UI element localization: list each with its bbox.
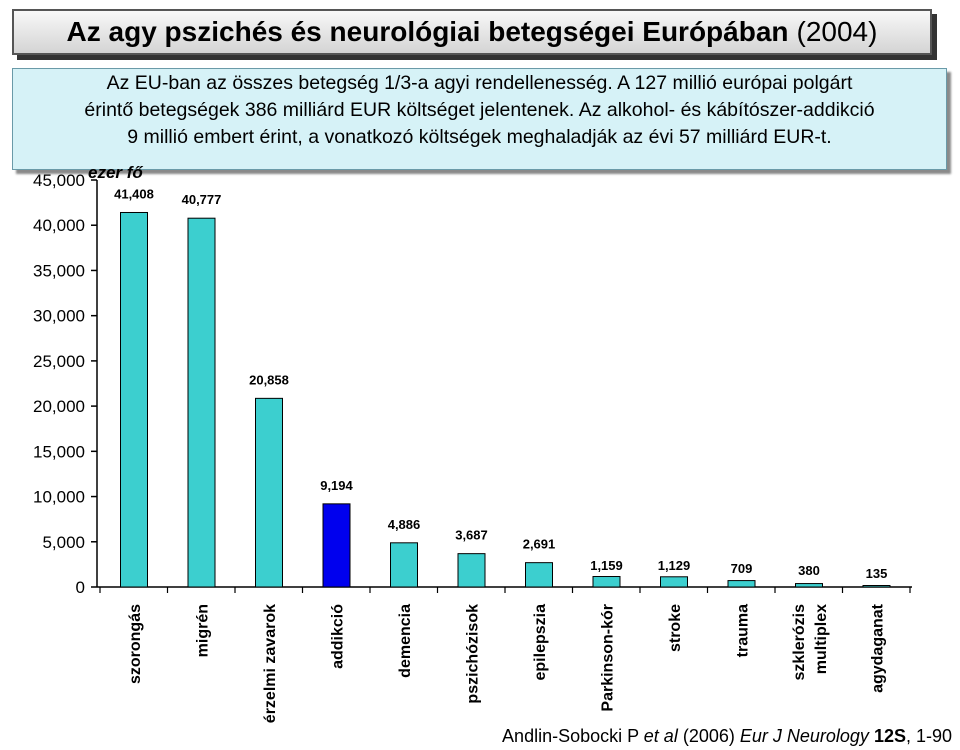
category-label-7: epilepszia <box>532 604 549 681</box>
title-banner: Az agy pszichés és neurológiai betegsége… <box>12 9 932 55</box>
value-label-5: 4,886 <box>388 517 421 532</box>
bar-1 <box>120 211 148 588</box>
y-tick-label: 10,000 <box>33 488 85 507</box>
value-label-9: 1,129 <box>658 558 691 573</box>
y-axis-unit-label: ezer fő <box>88 163 143 182</box>
y-tick-label: 0 <box>76 578 85 597</box>
category-label-4: addikció <box>330 604 347 669</box>
bar-11 <box>795 583 823 588</box>
category-label-11: multiplex <box>813 604 830 674</box>
bar-8 <box>592 576 621 588</box>
page-title-year: (2004) <box>796 16 878 47</box>
bar-9 <box>660 576 688 588</box>
page-title: Az agy pszichés és neurológiai betegsége… <box>66 16 789 47</box>
category-label-1: szorongás <box>127 604 144 684</box>
category-label-10: trauma <box>735 604 752 657</box>
y-tick-label: 40,000 <box>33 216 85 235</box>
value-label-6: 3,687 <box>455 528 488 543</box>
bar-5 <box>390 542 418 588</box>
info-line-2: érintő betegségek 386 milliárd EUR költs… <box>84 99 875 121</box>
bar-4 <box>322 503 351 588</box>
bar-7 <box>525 562 553 588</box>
citation-volume: 12S <box>868 726 906 746</box>
bar-6 <box>457 553 486 588</box>
value-label-10: 709 <box>731 561 753 576</box>
bar-2 <box>187 217 216 588</box>
value-label-1: 41,408 <box>114 186 154 201</box>
category-label-9: stroke <box>667 604 684 652</box>
category-label-11: szklerózis <box>791 604 808 681</box>
bar-10 <box>727 580 756 588</box>
value-label-3: 20,858 <box>249 372 289 387</box>
value-label-7: 2,691 <box>523 537 556 552</box>
y-tick-label: 35,000 <box>33 261 85 280</box>
y-tick-label: 45,000 <box>33 171 85 190</box>
category-label-3: érzelmi zavarok <box>262 604 279 723</box>
y-tick-label: 5,000 <box>42 533 85 552</box>
value-label-8: 1,159 <box>590 558 623 573</box>
category-label-2: migrén <box>195 604 212 657</box>
citation: Andlin-Sobocki P et al (2006) Eur J Neur… <box>502 726 952 747</box>
y-tick-label: 30,000 <box>33 307 85 326</box>
category-label-6: pszichózisok <box>465 604 482 704</box>
y-tick-label: 25,000 <box>33 352 85 371</box>
citation-authors: Andlin-Sobocki P <box>502 726 644 746</box>
citation-etal: et al <box>643 726 678 746</box>
bar-3 <box>255 397 283 588</box>
category-label-12: agydaganat <box>870 603 887 693</box>
y-tick-label: 20,000 <box>33 397 85 416</box>
citation-journal: Eur J Neurology <box>739 726 869 746</box>
citation-pages: , 1-90 <box>905 726 952 746</box>
category-label-8: Parkinson-kór <box>600 604 617 712</box>
value-label-11: 380 <box>798 563 820 578</box>
category-label-5: demencia <box>397 604 414 678</box>
citation-year: (2006) <box>677 726 740 746</box>
info-line-1: Az EU-ban az összes betegség 1/3-a agyi … <box>106 72 853 94</box>
info-panel: Az EU-ban az összes betegség 1/3-a agyi … <box>12 68 947 170</box>
value-label-2: 40,777 <box>182 192 222 207</box>
value-label-4: 9,194 <box>320 478 353 493</box>
info-line-3: 9 millió embert érint, a vonatkozó költs… <box>127 126 832 148</box>
value-label-12: 135 <box>866 566 888 581</box>
y-tick-label: 15,000 <box>33 442 85 461</box>
bar-12 <box>862 585 891 588</box>
